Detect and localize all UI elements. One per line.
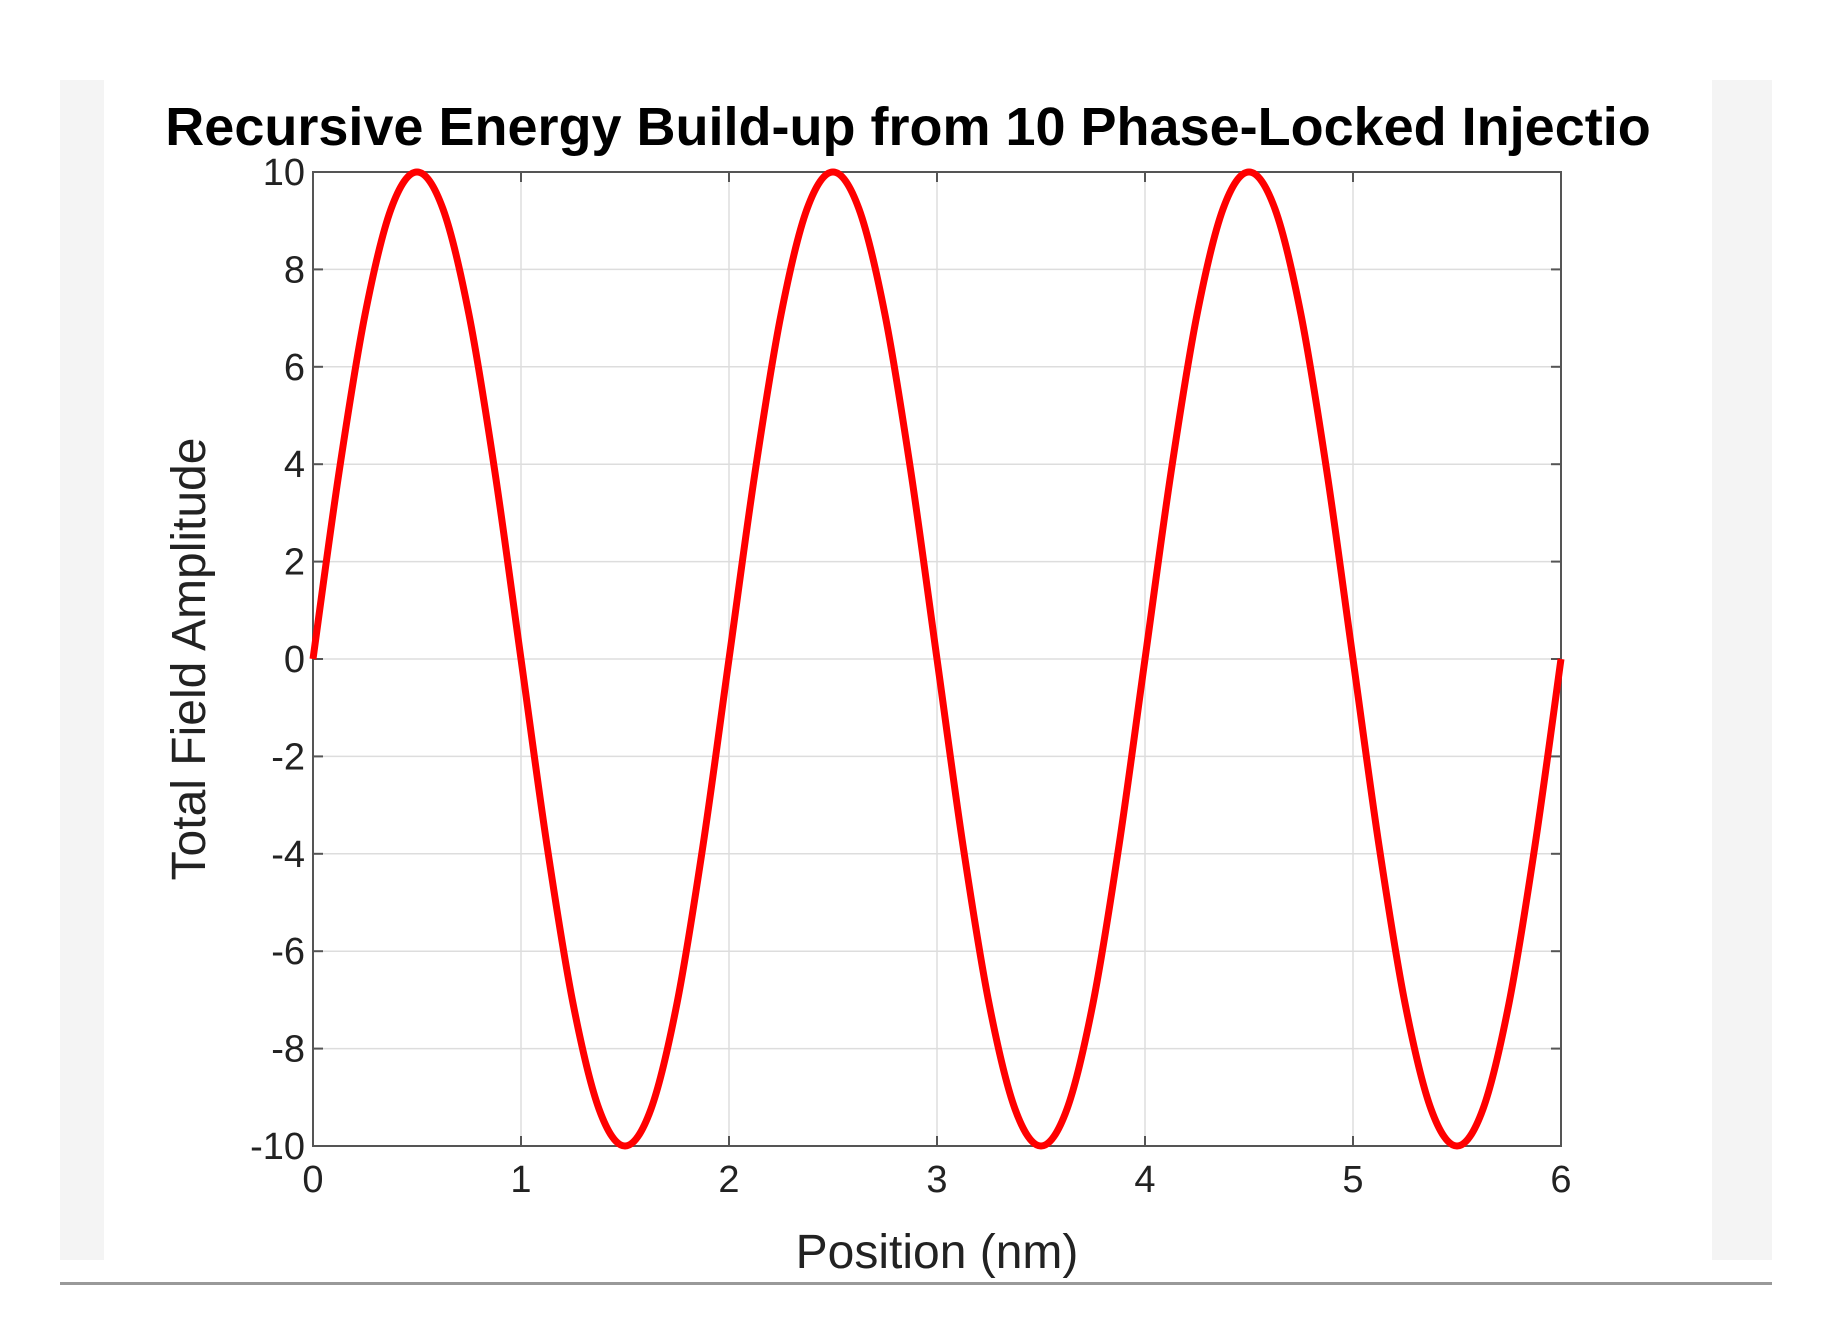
y-tick-label: -10 [250,1126,305,1168]
y-tick-label: 8 [284,249,305,291]
x-tick-label: 3 [926,1159,947,1201]
figure-background [104,80,1712,1280]
left-margin-panel [60,80,104,1260]
x-tick-label: 4 [1134,1159,1155,1201]
bottom-divider [60,1282,1772,1285]
y-tick-label: 6 [284,347,305,389]
x-tick-label: 5 [1342,1159,1363,1201]
x-tick-label: 2 [718,1159,739,1201]
y-tick-label: 2 [284,542,305,584]
y-tick-label: -4 [271,834,305,876]
y-tick-label: 10 [263,152,305,194]
y-tick-label: -2 [271,736,305,778]
x-tick-label: 6 [1550,1159,1571,1201]
x-axis-label: Position (nm) [796,1226,1079,1279]
tick-layer: 0 1 2 3 4 5 6 10 8 6 4 2 0 -2 -4 -6 -8 -10 [250,152,1571,1201]
y-tick-label: 0 [284,639,305,681]
y-tick-label: -6 [271,931,305,973]
y-axis-label: Total Field Amplitude [163,438,216,881]
series-line-0 [309,168,1565,1150]
x-tick-label: 0 [302,1159,323,1201]
right-margin-panel [1712,80,1772,1260]
series-layer [309,168,1565,1150]
y-tick-label: 4 [284,444,305,486]
chart-title: Recursive Energy Build-up from 10 Phase-… [165,97,1650,157]
x-tick-label: 1 [510,1159,531,1201]
y-tick-label: -8 [271,1029,305,1071]
